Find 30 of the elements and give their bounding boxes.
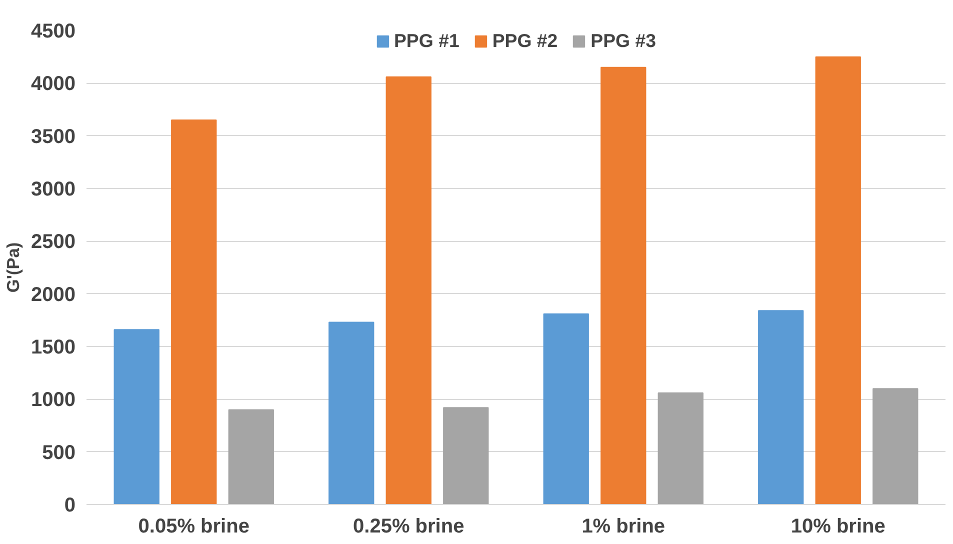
bar (872, 388, 918, 504)
y-axis-title: G'(Pa) (3, 242, 24, 293)
y-tick-label: 1500 (31, 336, 76, 358)
y-tick-label: 1000 (31, 389, 76, 412)
bar (658, 392, 704, 504)
x-tick-label: 1% brine (582, 516, 666, 538)
y-tick-label: 2500 (31, 231, 76, 254)
bar (543, 313, 589, 504)
y-tick-label: 500 (42, 442, 76, 464)
bar (443, 407, 489, 504)
y-tick-label: 4000 (31, 73, 76, 96)
x-tick-label: 0.05% brine (138, 516, 250, 538)
bar (758, 310, 804, 504)
bar (328, 322, 374, 504)
legend-label: PPG #1 (394, 30, 460, 52)
legend-label: PPG #2 (492, 30, 558, 52)
legend-label: PPG #3 (590, 30, 656, 52)
y-tick-label: 4500 (31, 20, 76, 42)
y-tick-label: 0 (64, 494, 76, 516)
x-tick-label: 10% brine (790, 516, 886, 538)
y-tick-label: 3500 (31, 126, 76, 148)
bar (386, 76, 432, 504)
bar (600, 66, 646, 504)
y-tick-label: 2000 (31, 284, 76, 306)
bar (815, 56, 861, 504)
y-tick-label: 3000 (31, 178, 76, 200)
bar (228, 409, 274, 504)
bar (114, 329, 160, 504)
bar (171, 120, 217, 504)
x-tick-label: 0.25% brine (353, 516, 464, 538)
